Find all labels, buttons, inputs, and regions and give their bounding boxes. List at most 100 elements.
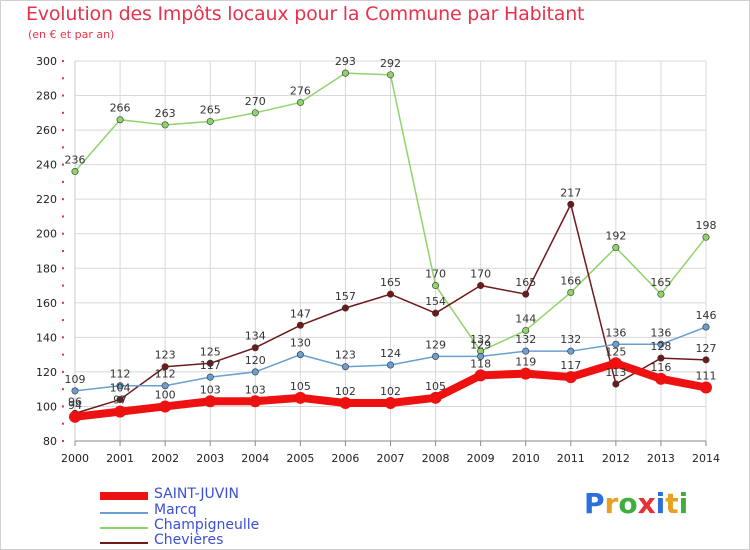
legend-label: SAINT-JUVIN [154,486,239,502]
proxiti-logo: Proxiti [584,487,688,520]
data-label: 265 [200,103,221,116]
data-point [161,382,169,390]
data-point [477,352,485,360]
data-label: 293 [335,55,356,68]
data-label: 111 [696,369,717,382]
data-label: 129 [470,338,491,351]
data-label: 117 [200,359,221,372]
data-point [700,381,712,394]
data-label: 119 [515,356,536,369]
data-label: 263 [155,107,176,120]
data-label: 105 [290,380,311,393]
logo-letter: o [618,487,638,520]
data-point [386,361,394,369]
data-label: 165 [650,276,671,289]
data-label: 134 [245,330,266,343]
data-point [657,290,665,298]
y-tick-label: 100 [36,400,57,413]
legend-label: Marcq [154,502,197,518]
data-point [114,405,127,418]
data-label: 109 [65,373,86,386]
data-point [294,391,307,404]
data-point [206,359,214,367]
data-point [702,323,710,331]
data-point [522,326,530,334]
logo-letter: P [584,487,605,520]
legend-swatch [100,512,148,514]
data-label: 102 [380,385,401,398]
data-point [206,373,214,381]
legend-swatch [100,527,148,529]
data-point [251,344,259,352]
data-point [296,98,304,106]
y-tick-label: 240 [36,159,57,172]
data-point [249,395,262,408]
x-tick-label: 2013 [647,452,675,465]
data-label: 217 [560,186,581,199]
data-label: 116 [650,361,671,374]
data-label: 103 [200,383,221,396]
x-tick-label: 2005 [286,452,314,465]
data-label: 270 [245,95,266,108]
data-point [432,282,440,290]
x-tick-label: 2001 [106,452,134,465]
data-label: 276 [290,84,311,97]
data-label: 146 [696,309,717,322]
x-tick-label: 2006 [331,452,359,465]
data-point [161,363,169,371]
data-point [116,116,124,124]
legend-label: Champigneulle [154,517,260,533]
y-tick-label: 80 [43,435,57,448]
data-point [296,321,304,329]
data-label: 123 [155,349,176,362]
data-label: 132 [470,333,491,346]
data-point [386,290,394,298]
x-tick-label: 2014 [692,452,720,465]
data-label: 102 [335,385,356,398]
data-label: 292 [380,57,401,70]
data-label: 100 [155,388,176,401]
logo-letter: i [678,487,689,520]
legend-label: Chevières [154,532,224,548]
data-point [567,288,575,296]
x-tick-label: 2000 [61,452,89,465]
logo-letter: t [665,487,679,520]
data-point [71,387,79,395]
logo-letter: r [604,487,619,520]
x-tick-label: 2011 [557,452,585,465]
data-point [296,351,304,359]
data-point [386,71,394,79]
data-label: 166 [560,274,581,287]
data-point [657,340,665,348]
data-point [341,304,349,312]
data-point [159,400,172,413]
data-label: 96 [68,395,82,408]
data-label: 124 [380,347,401,360]
data-point [654,372,667,385]
x-tick-label: 2009 [467,452,495,465]
data-label: 266 [110,102,131,115]
data-point [609,357,622,370]
data-point [432,352,440,360]
data-label: 112 [155,368,176,381]
data-point [341,69,349,77]
data-label: 170 [425,268,446,281]
data-label: 157 [335,290,356,303]
data-label: 132 [515,333,536,346]
data-label: 123 [335,349,356,362]
data-label: 125 [200,345,221,358]
data-point [474,369,487,382]
data-point [71,168,79,176]
data-point [161,121,169,129]
y-tick-label: 180 [36,262,57,275]
x-tick-label: 2003 [196,452,224,465]
x-tick-label: 2008 [422,452,450,465]
data-label: 104 [110,382,131,395]
data-label: 112 [110,368,131,381]
y-tick-label: 260 [36,124,57,137]
data-point [251,109,259,117]
data-label: 128 [650,340,671,353]
x-tick-label: 2010 [512,452,540,465]
y-tick-label: 140 [36,331,57,344]
